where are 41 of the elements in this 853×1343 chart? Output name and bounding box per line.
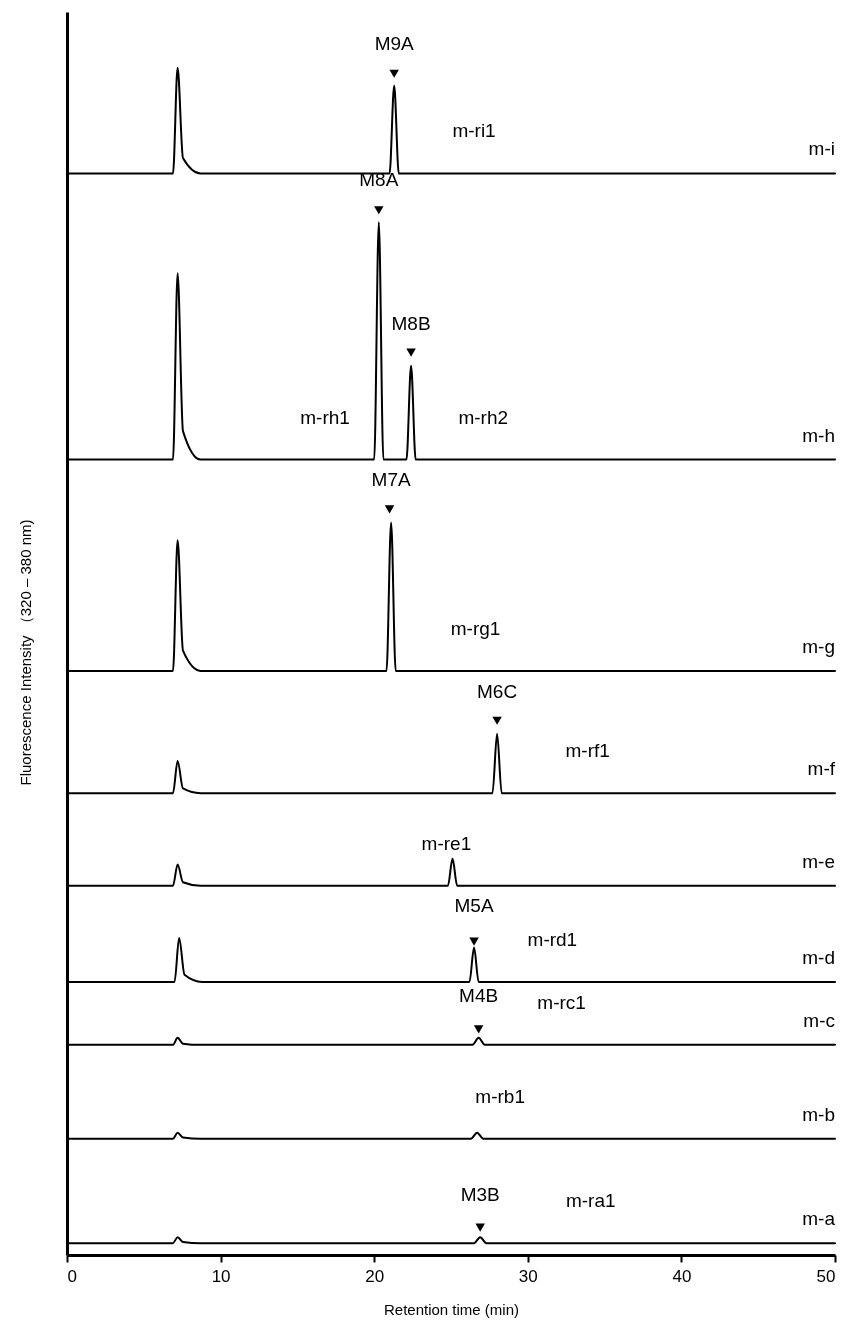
series-label: m-i [808,138,835,160]
point [374,206,384,215]
annotation: M7A [371,469,411,491]
x-tick-label: 0 [67,1266,77,1286]
annotation: m-rf1 [565,740,610,762]
annotation: m-rd1 [527,928,578,950]
point [492,716,502,725]
point [389,69,399,78]
annotation: m-ri1 [452,120,496,142]
x-tick-label: 10 [211,1266,231,1286]
annotation: M6C [477,680,518,702]
series-label: m-b [802,1103,835,1125]
x-tick-label: 50 [816,1266,836,1286]
series-label: m-a [802,1208,836,1230]
y-axis-title: Fluorescence Intensity （320 – 380 nm) [16,519,34,786]
annotation: m-rc1 [537,991,586,1013]
annotation: m-re1 [421,832,472,854]
point [469,937,479,946]
annotation: m-ra1 [565,1190,616,1212]
point [406,348,416,357]
series-label: m-h [802,424,835,446]
annotation: m-rh1 [300,406,350,428]
annotation: m-rb1 [475,1085,525,1107]
annotation: M4B [459,984,499,1006]
series-label: m-c [803,1009,835,1031]
annotation: M3B [460,1184,500,1206]
x-tick-label: 20 [365,1266,385,1286]
series-label: m-d [802,946,835,968]
annotation: m-rg1 [450,617,501,639]
annotation: M5A [454,894,494,916]
series-label: m-f [807,758,836,780]
point [384,505,395,514]
point [473,1025,484,1034]
series-label: m-e [802,850,835,872]
series-label: m-g [802,635,835,657]
annotation: m-rh2 [458,406,509,428]
annotation: M8B [391,312,431,334]
x-axis-title: Retention time (min) [383,1300,520,1318]
x-tick-label: 30 [518,1266,538,1286]
annotation: M9A [374,32,415,54]
x-tick-label: 40 [672,1266,692,1286]
